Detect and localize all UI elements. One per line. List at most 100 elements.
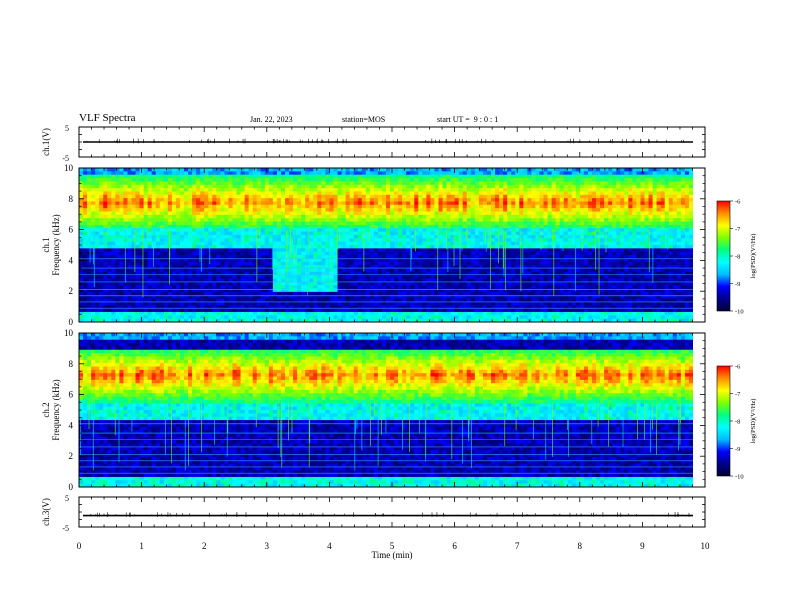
ch1-spectrogram-cell xyxy=(123,185,127,189)
ch1-spectrogram-cell xyxy=(313,285,317,289)
ch1-spectrogram-cell xyxy=(309,188,313,192)
ch1-spectrogram-cell xyxy=(204,228,208,232)
ch1-spectrogram-cell xyxy=(321,208,325,212)
ch1-spectrogram-cell xyxy=(253,302,257,306)
ch1-spectrogram-cell xyxy=(269,222,273,226)
ch1-spectrogram-cell xyxy=(463,195,467,199)
ch1-spectrogram-cell xyxy=(325,248,329,252)
ch1-spectrogram-cell xyxy=(111,201,115,205)
ch1-spectrogram-cell xyxy=(212,282,216,286)
ch1-spectrogram-cell xyxy=(346,252,350,256)
ch1-spectrogram-cell xyxy=(140,185,144,189)
ch1-spectrogram-cell xyxy=(329,181,333,185)
ch1-spectrogram-cell xyxy=(430,208,434,212)
ch1-spectrogram-cell xyxy=(79,195,83,199)
ch1-spectrogram-cell xyxy=(422,255,426,259)
ch1-spectrogram-cell xyxy=(261,275,265,279)
ch1-spectrogram-cell xyxy=(136,225,140,229)
ch1-spectrogram-cell xyxy=(180,208,184,212)
ch1-spectrogram-cell xyxy=(91,185,95,189)
ch1-spectrogram-cell xyxy=(390,235,394,239)
ch1-spectrogram-cell xyxy=(208,305,212,309)
ch1-spectrogram-cell xyxy=(136,175,140,179)
ch1-spectrogram-cell xyxy=(228,232,232,236)
ch1-spectrogram-cell xyxy=(426,195,430,199)
ch1-spectrogram-cell xyxy=(224,302,228,306)
ch1-spectrogram-cell xyxy=(79,228,83,232)
ch1-spectrogram-cell xyxy=(410,168,414,172)
ch1-spectrogram-cell xyxy=(321,312,325,316)
ch1-spectrogram-cell xyxy=(305,195,309,199)
ch1-spectrogram-cell xyxy=(406,212,410,216)
ch1-spectrogram-cell xyxy=(467,255,471,259)
ch1-spectrogram-cell xyxy=(200,248,204,252)
ch1-spectrogram-cell xyxy=(313,225,317,229)
ch1-spectrogram-cell xyxy=(156,168,160,172)
ch1-spectrogram-cell xyxy=(358,275,362,279)
ch1-spectrogram-cell xyxy=(115,272,119,276)
ch1-spectrogram-cell xyxy=(119,178,123,182)
ch1-spectrogram-cell xyxy=(91,315,95,319)
ch1-spectrogram-cell xyxy=(208,195,212,199)
ch1-spectrogram-cell xyxy=(180,171,184,175)
ch1-spectrogram-cell xyxy=(338,195,342,199)
ch1-spectrogram-cell xyxy=(224,198,228,202)
ch1-spectrogram-cell xyxy=(156,232,160,236)
ch1-spectrogram-cell xyxy=(132,201,136,205)
ch1-spectrogram-cell xyxy=(394,191,398,195)
ch1-spectrogram-cell xyxy=(257,275,261,279)
ch1-spectrogram-cell xyxy=(212,309,216,313)
ch1-spectrogram-cell xyxy=(495,225,499,229)
ch1-spectrogram-cell xyxy=(463,309,467,313)
ch1-spectrogram-cell xyxy=(220,285,224,289)
ch1-spectrogram-cell xyxy=(487,181,491,185)
ch1-spectrogram-cell xyxy=(99,252,103,256)
ch1-spectrogram-cell xyxy=(297,171,301,175)
ch1-spectrogram-cell xyxy=(321,178,325,182)
ch1-spectrogram-cell xyxy=(111,262,115,266)
ch1-spectrogram-cell xyxy=(228,181,232,185)
ch1-spectrogram-cell xyxy=(467,208,471,212)
ch1-spectrogram-cell xyxy=(160,218,164,222)
ch1-spectrogram-cell xyxy=(402,305,406,309)
ch1-spectrogram-cell xyxy=(430,201,434,205)
ch1-spectrogram-cell xyxy=(378,208,382,212)
ch1-spectrogram-cell xyxy=(99,275,103,279)
ch1-spectrogram-cell xyxy=(95,208,99,212)
ch1-spectrogram-cell xyxy=(342,218,346,222)
ch1-spectrogram-cell xyxy=(111,181,115,185)
ch1-spectrogram-cell xyxy=(398,181,402,185)
ch1-spectrogram-cell xyxy=(483,302,487,306)
ch1-spectrogram-cell xyxy=(418,245,422,249)
ch1-spectrogram-cell xyxy=(467,232,471,236)
ch1-spectrogram-cell xyxy=(132,282,136,286)
ch1-spectrogram-cell xyxy=(277,262,281,266)
ch1-spectrogram-cell xyxy=(87,262,91,266)
ch1-spectrogram-cell xyxy=(196,282,200,286)
ch1-spectrogram-cell xyxy=(172,168,176,172)
ch1-spectrogram-cell xyxy=(123,309,127,313)
ch1-spectrogram-cell xyxy=(370,201,374,205)
ch1-spectrogram-cell xyxy=(184,292,188,296)
ch1-spectrogram-cell xyxy=(269,312,273,316)
ch1-spectrogram-cell xyxy=(297,181,301,185)
ch1-spectrogram-cell xyxy=(338,289,342,293)
ch1-spectrogram-cell xyxy=(329,168,333,172)
ch1-spectrogram-cell xyxy=(269,215,273,219)
ch1-spectrogram-cell xyxy=(136,215,140,219)
ch1-spectrogram-cell xyxy=(491,212,495,216)
ch1-spectrogram-cell xyxy=(471,289,475,293)
ch1-spectrogram-cell xyxy=(261,285,265,289)
ch1-spectrogram-cell xyxy=(119,168,123,172)
ch1-spectrogram-cell xyxy=(447,198,451,202)
ch1-spectrogram-cell xyxy=(136,262,140,266)
ch1-spectrogram-cell xyxy=(224,188,228,192)
ch1-spectrogram-cell xyxy=(329,205,333,209)
ch1-spectrogram-cell xyxy=(152,272,156,276)
ch1-spectrogram-cell xyxy=(176,312,180,316)
ch1-spectrogram-cell xyxy=(200,198,204,202)
ch1-spectrogram-cell xyxy=(224,215,228,219)
ch1-spectrogram-cell xyxy=(414,245,418,249)
ch1-spectrogram-cell xyxy=(309,168,313,172)
ch1-spectrogram-cell xyxy=(321,315,325,319)
